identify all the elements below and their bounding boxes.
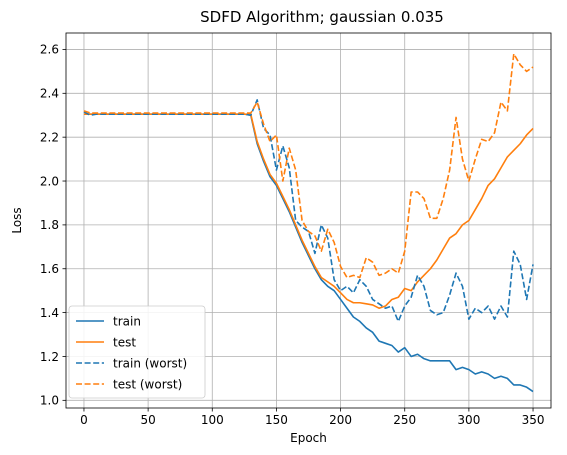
- y-axis-label: Loss: [10, 207, 24, 233]
- y-tick-label: 1.0: [40, 394, 59, 408]
- y-tick-label: 2.0: [40, 174, 59, 188]
- x-tick-label: 50: [140, 413, 155, 427]
- y-tick-label: 1.2: [40, 350, 59, 364]
- legend-label: test (worst): [113, 377, 182, 391]
- grid-lines: [66, 33, 551, 408]
- x-axis-label: Epoch: [290, 431, 327, 445]
- x-axis: 0 50 100 150 200 250 300 350: [80, 408, 544, 427]
- legend-label: train (worst): [113, 356, 187, 370]
- series-train-worst-line: [83, 99, 534, 323]
- series-layer: [83, 53, 534, 393]
- y-tick-label: 1.8: [40, 218, 59, 232]
- series-test-line: [83, 113, 534, 310]
- x-tick-label: 100: [201, 413, 224, 427]
- chart-title: SDFD Algorithm; gaussian 0.035: [200, 8, 444, 26]
- legend-label: train: [113, 314, 141, 328]
- series-test-worst-line: [83, 53, 534, 279]
- y-tick-label: 1.4: [40, 306, 59, 320]
- x-tick-label: 150: [265, 413, 288, 427]
- y-tick-label: 1.6: [40, 262, 59, 276]
- legend: train test train (worst) test (worst): [68, 305, 206, 399]
- x-tick-label: 200: [329, 413, 352, 427]
- legend-label: test: [113, 335, 136, 349]
- x-tick-label: 300: [457, 413, 480, 427]
- plot-frame: [65, 32, 552, 409]
- y-tick-label: 2.2: [40, 130, 59, 144]
- y-axis: 1.0 1.2 1.4 1.6 1.8 2.0 2.2 2.4 2.6: [40, 43, 66, 408]
- x-tick-label: 250: [393, 413, 416, 427]
- y-tick-label: 2.4: [40, 87, 59, 101]
- legend-box: [68, 305, 206, 399]
- y-tick-label: 2.6: [40, 43, 59, 57]
- x-tick-label: 350: [522, 413, 545, 427]
- x-tick-label: 0: [80, 413, 88, 427]
